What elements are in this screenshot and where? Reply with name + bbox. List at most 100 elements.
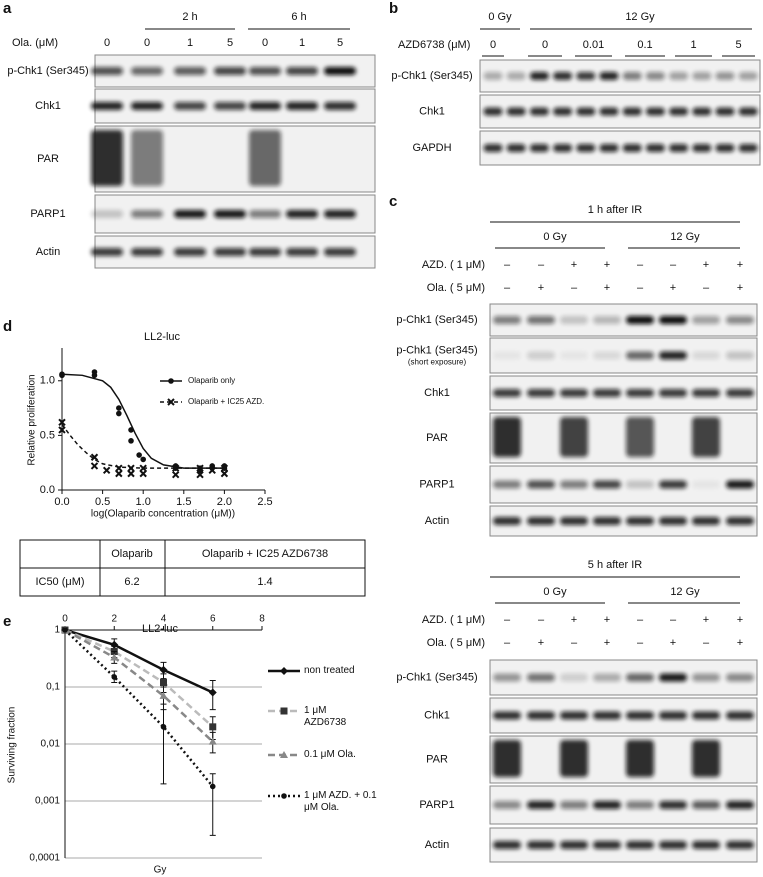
band [506,107,526,116]
x-tick-label: 0 [62,614,68,625]
band [576,72,596,80]
band [593,711,621,720]
treatment-sign: – [504,614,511,626]
treatment-sign: – [504,282,511,294]
series-line [64,628,214,743]
row-label: Chk1 [35,100,61,112]
lane-label: 0 [542,39,548,51]
row-label: PARP1 [30,208,65,220]
group-label: 0 Gy [488,11,512,23]
point [110,640,119,649]
lane-label: 0 [144,37,150,49]
treatment-sign: + [670,282,676,294]
band [645,144,665,152]
band [692,316,720,324]
band [692,711,720,720]
band [669,144,689,152]
treatment-sign: – [538,614,545,626]
band [622,107,642,116]
row-note: (short exposure) [408,358,467,367]
band [626,389,654,397]
panel-label: e [3,613,11,630]
point [58,418,66,426]
row-label: PARP1 [419,478,454,490]
band [527,801,555,809]
point [128,438,134,444]
band [626,480,654,489]
band [692,107,712,116]
band [593,389,621,397]
band [529,107,549,116]
band [659,801,687,809]
band [726,316,754,324]
band [493,673,521,682]
x-tick-label: 1.5 [176,496,191,508]
band [692,841,720,849]
band [91,130,123,186]
series-line [64,629,214,788]
band [659,673,687,682]
band [483,107,503,116]
x-tick-label: 2.0 [217,496,232,508]
table-cell: 1.4 [257,576,272,588]
band [529,72,549,80]
band [91,67,123,75]
point [140,456,146,463]
band [560,740,588,777]
band [626,417,654,457]
band [738,72,758,80]
band [622,144,642,152]
lane-label: 0 [104,37,110,49]
band [659,480,687,489]
lane-label: 1 [299,37,305,49]
fit-line [61,373,225,469]
point [196,464,204,472]
point [115,464,123,472]
row-label: Actin [36,246,60,258]
point [280,707,288,715]
band [659,351,687,360]
block-title: 1 h after IR [588,204,642,216]
band [527,841,555,849]
band [506,72,526,80]
panel-label: a [3,0,12,17]
band [493,351,521,360]
band [560,316,588,324]
group-label: 12 Gy [625,11,655,23]
band [553,144,573,152]
point [136,452,142,458]
row-label: GAPDH [412,142,451,154]
band [527,389,555,397]
treatment-sign: + [737,614,743,626]
band [560,351,588,360]
band [560,841,588,849]
point [127,469,135,478]
point [139,469,147,478]
band [692,740,720,777]
point [58,426,66,434]
band [715,72,735,80]
treatment-sign: + [703,614,709,626]
band [493,517,521,525]
band [174,248,206,256]
band [131,102,163,110]
chart-title: LL2-luc [142,623,179,635]
treatment-label: AZD. ( 1 μM) [422,614,485,626]
row-label: p-Chk1 (Ser345) [396,314,477,326]
band [626,801,654,809]
panel-label: b [389,0,398,17]
treatment-sign: – [504,637,511,649]
legend-label: Olaparib only [188,376,235,385]
point [280,667,288,675]
point [110,653,119,661]
band [324,67,356,75]
point [171,464,180,472]
treatment-sign: – [504,259,511,271]
point [128,427,134,433]
band [560,389,588,397]
band [493,389,521,397]
treatment-sign: + [670,637,676,649]
y-axis-label: Surviving fraction [7,707,18,784]
treatment-sign: + [604,614,610,626]
